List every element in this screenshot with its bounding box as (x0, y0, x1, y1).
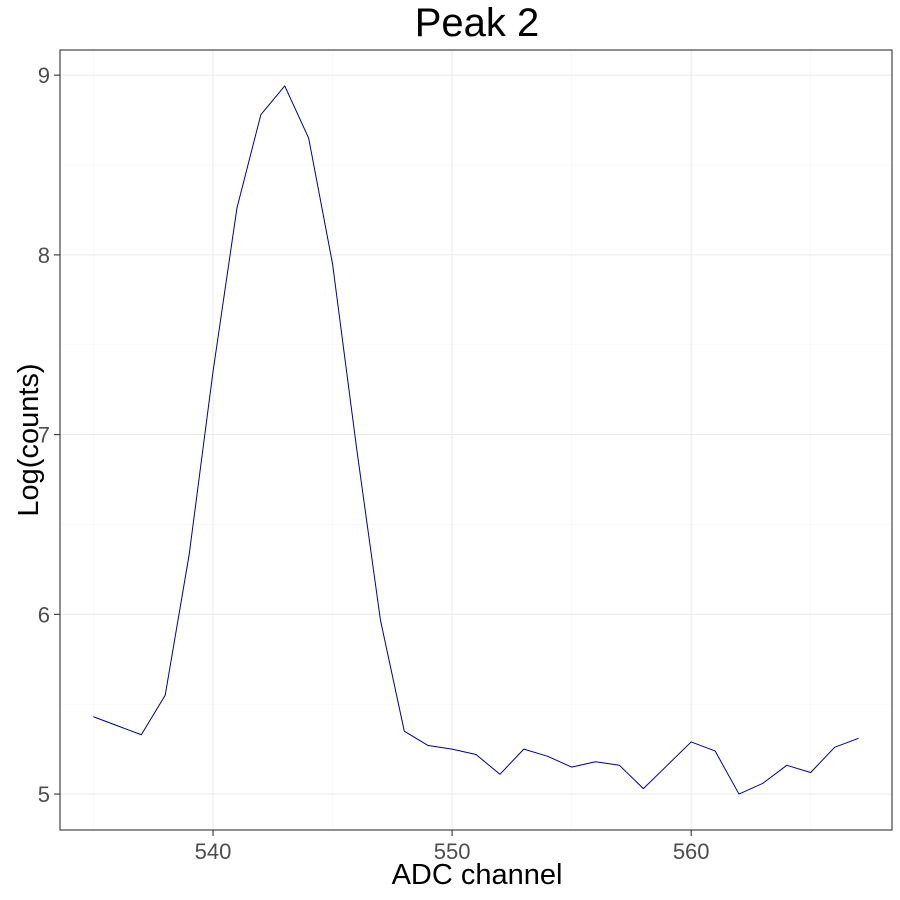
y-tick-label: 8 (38, 243, 50, 268)
minor-gridlines (60, 50, 892, 830)
major-gridlines (60, 50, 892, 830)
y-tick-label: 6 (38, 602, 50, 627)
chart-title: Peak 2 (415, 1, 540, 45)
axis-ticks (54, 74, 692, 836)
y-tick-label: 7 (38, 423, 50, 448)
x-tick-label: 550 (434, 839, 471, 864)
x-axis-label: ADC channel (392, 859, 563, 891)
series-layer (93, 85, 859, 795)
y-axis-label: Log(counts) (13, 363, 45, 516)
x-tick-label: 540 (195, 839, 232, 864)
y-tick-label: 9 (38, 63, 50, 88)
x-tick-label: 560 (673, 839, 710, 864)
series-line (93, 85, 859, 795)
plot-panel-border (59, 49, 893, 831)
tick-labels: 540 550 560 5 6 7 8 9 (38, 63, 710, 864)
y-tick-label: 5 (38, 782, 50, 807)
